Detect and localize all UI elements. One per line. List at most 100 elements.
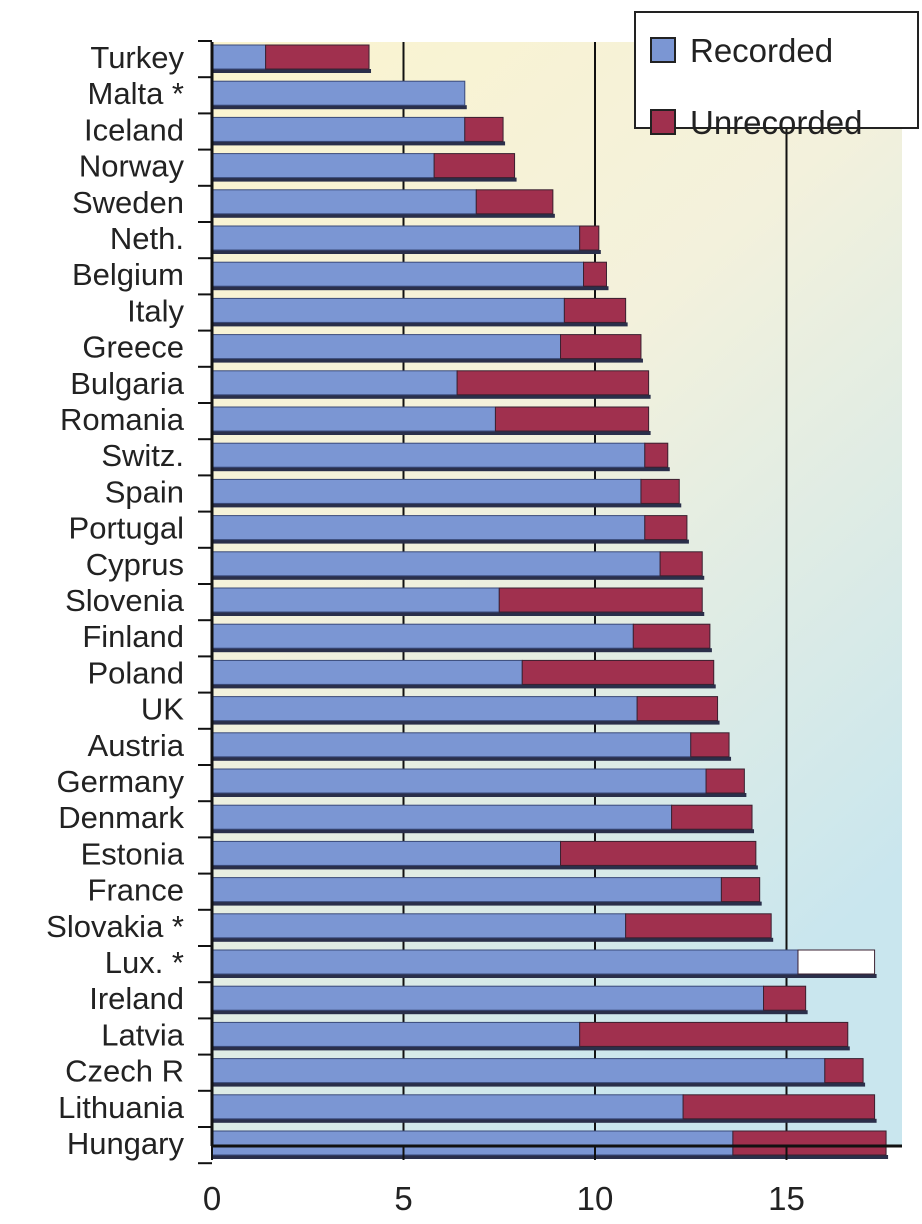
bar-unrecorded-13 <box>644 515 688 541</box>
bar-recorded-26 <box>211 985 765 1011</box>
bar-separator <box>212 575 705 580</box>
bar-recorded-15 <box>211 587 500 613</box>
bar-recorded-11 <box>211 442 646 468</box>
bar-recorded-20 <box>211 768 707 794</box>
bar-unrecorded-30 <box>732 1130 887 1156</box>
category-label: Switz. <box>101 438 184 473</box>
legend: Recorded Unrecorded <box>634 11 919 141</box>
bar-separator <box>212 684 716 689</box>
bar-separator <box>212 756 732 761</box>
bar-recorded-23 <box>211 877 722 903</box>
bar-recorded-24 <box>211 913 627 939</box>
bar-separator <box>212 105 467 110</box>
category-label: Slovenia <box>65 583 185 618</box>
bar-separator <box>212 612 705 616</box>
bar-unrecorded-0 <box>265 44 370 70</box>
category-label: Malta * <box>88 76 184 111</box>
category-label: Ireland <box>89 981 184 1016</box>
category-label: Latvia <box>101 1017 184 1052</box>
bar-recorded-17 <box>211 659 523 685</box>
category-label: Belgium <box>72 257 184 292</box>
category-label: Lux. * <box>105 945 184 980</box>
category-label: Hungary <box>67 1126 185 1161</box>
category-label: Czech R <box>65 1054 184 1089</box>
category-label: Finland <box>82 619 184 654</box>
bar-unrecorded-18 <box>636 696 719 722</box>
bar-recorded-1 <box>211 80 466 106</box>
bar-unrecorded-2 <box>464 116 504 142</box>
bar-separator <box>212 865 758 870</box>
category-label: Romania <box>60 402 185 437</box>
bar-unrecorded-12 <box>640 478 680 504</box>
bar-unrecorded-7 <box>563 297 627 323</box>
bar-recorded-13 <box>211 515 646 541</box>
legend-label: Unrecorded <box>690 104 862 141</box>
x-tick-label: 5 <box>394 1180 412 1217</box>
bar-unrecorded-19 <box>690 732 730 758</box>
bar-recorded-25 <box>211 949 799 975</box>
category-label: Poland <box>87 655 184 690</box>
bar-separator <box>212 937 774 942</box>
bar-recorded-7 <box>211 297 565 323</box>
bar-recorded-27 <box>211 1021 581 1047</box>
bar-unrecorded-26 <box>763 985 807 1011</box>
legend-box <box>634 11 919 129</box>
legend-swatch-recorded <box>650 37 676 63</box>
bar-separator <box>212 1010 808 1015</box>
category-label: Cyprus <box>86 547 184 582</box>
bar-recorded-0 <box>211 44 267 70</box>
bar-separator <box>212 503 682 508</box>
bar-unrecorded-15 <box>498 587 703 613</box>
bar-separator <box>212 1046 850 1051</box>
bar-recorded-3 <box>211 153 435 179</box>
bar-separator <box>212 286 609 291</box>
category-label: Sweden <box>72 185 184 220</box>
bar-separator <box>212 829 755 834</box>
x-axis: 0 5 10 15 <box>198 40 902 1217</box>
bar-unrecorded-17 <box>521 659 715 685</box>
category-label: Estonia <box>81 836 185 871</box>
category-label: Greece <box>82 330 184 365</box>
x-tick-label: 15 <box>768 1180 805 1217</box>
bar-unrecorded-3 <box>433 153 516 179</box>
bar-recorded-30 <box>211 1130 734 1156</box>
bar-unrecorded-16 <box>632 623 711 649</box>
bar-recorded-5 <box>211 225 581 251</box>
bar-unrecorded-6 <box>583 261 607 287</box>
category-label: Denmark <box>58 800 184 835</box>
bar-separator <box>212 539 689 544</box>
category-label: Turkey <box>90 40 184 75</box>
bar-recorded-22 <box>211 840 562 866</box>
bar-separator <box>212 1155 889 1159</box>
category-label: Portugal <box>69 511 184 546</box>
bar-unrecorded-21 <box>671 804 753 830</box>
bar-separator <box>212 1082 866 1087</box>
bar-unrecorded-9 <box>456 370 650 396</box>
bar-unrecorded-22 <box>560 840 757 866</box>
bar-recorded-8 <box>211 334 562 360</box>
category-label: Italy <box>127 293 184 328</box>
category-label: Norway <box>79 149 185 184</box>
bar-separator <box>212 141 506 146</box>
bar-recorded-14 <box>211 551 661 577</box>
bar-recorded-29 <box>211 1094 684 1120</box>
category-label: Neth. <box>110 221 184 256</box>
bar-unrecorded-29 <box>682 1094 876 1120</box>
bar-separator <box>212 358 643 363</box>
bar-recorded-6 <box>211 261 585 287</box>
bar-separator <box>212 901 762 906</box>
bar-separator <box>212 69 372 73</box>
bar-unrecorded-5 <box>579 225 600 251</box>
bar-recorded-12 <box>211 478 642 504</box>
bar-unrecorded-20 <box>705 768 745 794</box>
bar-separator <box>212 1118 877 1123</box>
bar-separator <box>212 793 747 797</box>
legend-swatch-unrecorded <box>650 109 676 135</box>
bar-unrecorded-4 <box>475 189 554 215</box>
bar-separator <box>212 974 877 978</box>
bar-separator <box>212 467 670 472</box>
bar-unrecorded-8 <box>560 334 642 360</box>
bar-separator <box>212 250 601 254</box>
bar-recorded-2 <box>211 116 466 142</box>
